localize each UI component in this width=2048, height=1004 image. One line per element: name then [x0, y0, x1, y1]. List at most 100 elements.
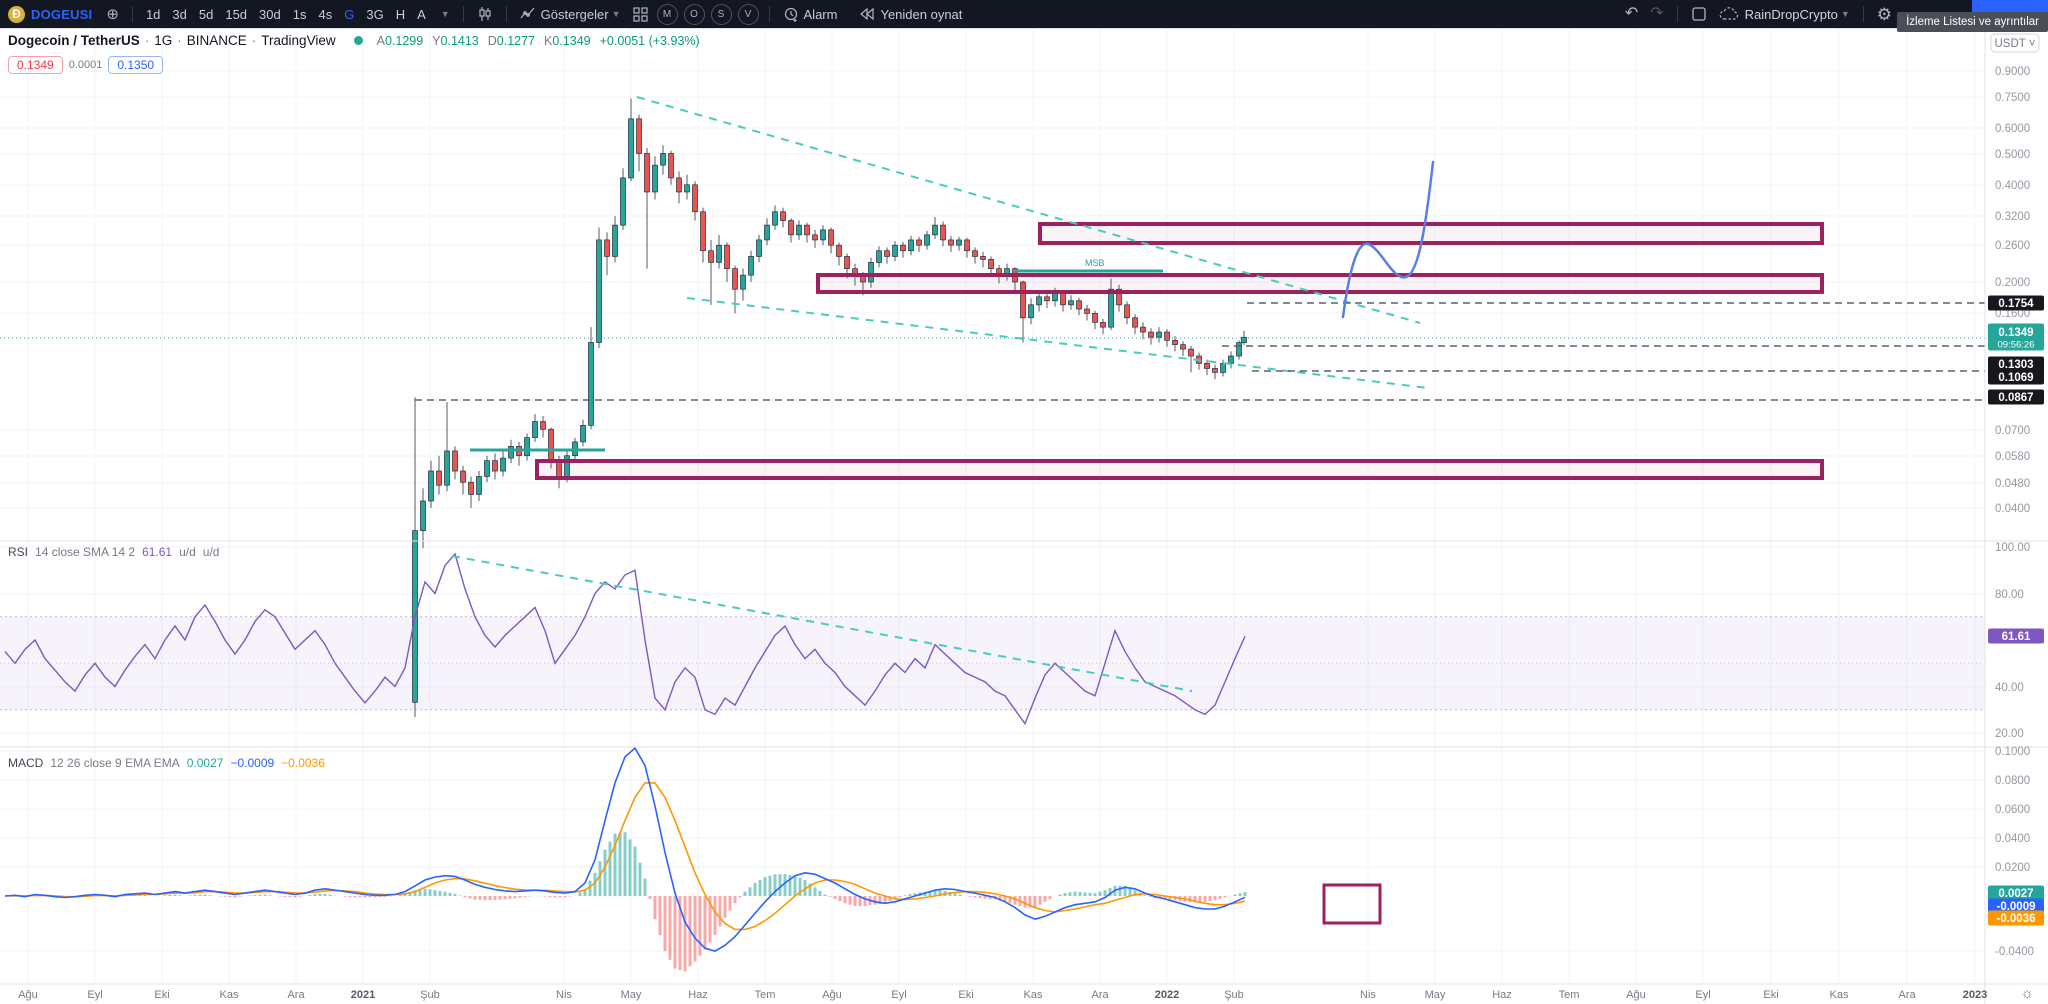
- time-tick-label: Kas: [1024, 989, 1043, 1001]
- time-tick-label: Ağu: [18, 989, 38, 1001]
- time-tick-label: May: [1425, 989, 1446, 1001]
- template-circle-V[interactable]: V: [737, 3, 759, 25]
- interval-button-1d[interactable]: 1d: [145, 6, 161, 22]
- time-tick-label: Eki: [154, 989, 169, 1001]
- interval-button-G[interactable]: G: [344, 6, 355, 22]
- alarm-clock-icon: [784, 7, 797, 22]
- alarm-button[interactable]: Alarm: [777, 2, 844, 26]
- supply-demand-zone[interactable]: [535, 459, 1824, 480]
- interval-button-3d[interactable]: 3d: [172, 6, 187, 22]
- time-tick-label: Ara: [1091, 989, 1109, 1001]
- bid-price[interactable]: 0.1349: [8, 56, 63, 74]
- time-tick-label: Kas: [220, 989, 239, 1001]
- replay-label: Yeniden oynat: [880, 6, 963, 22]
- time-tick-label: Eyl: [891, 989, 906, 1001]
- interval-button-1s[interactable]: 1s: [292, 6, 307, 22]
- time-axis-settings-sun-icon[interactable]: ☼: [2020, 985, 2034, 1002]
- interval-chevron-down-icon[interactable]: ▼: [440, 9, 450, 19]
- axis-tick-label: 0.0800: [1995, 775, 2030, 787]
- supply-demand-zone[interactable]: [816, 273, 1824, 294]
- replay-button[interactable]: Yeniden oynat: [853, 2, 968, 26]
- indicators-button[interactable]: Göstergeler ▼: [514, 2, 627, 26]
- template-circle-O[interactable]: O: [683, 3, 705, 25]
- price-axis[interactable]: USDT ˅ 0.9000 0.7500 0.6000 0.5000 0.4000 0.32…: [1988, 33, 2044, 958]
- chart-style-candles-icon[interactable]: [471, 2, 499, 26]
- macd-signal-value: −0.0036: [281, 756, 325, 770]
- rsi-legend-row[interactable]: RSI 14 close SMA 14 2 61.61 u/d u/d: [8, 545, 219, 559]
- interval-button-15d[interactable]: 15d: [225, 6, 248, 22]
- divider: [462, 6, 464, 22]
- settings-gear-icon[interactable]: ⚙: [1876, 4, 1892, 24]
- indicators-icon: [520, 7, 535, 19]
- watchlist-toggle-button[interactable]: [1972, 0, 2048, 15]
- trendline-dashed[interactable]: [686, 297, 1429, 389]
- interval-button-3G[interactable]: 3G: [366, 6, 384, 22]
- svg-text:USDT ˅: USDT ˅: [1994, 38, 2035, 50]
- divider: [1676, 6, 1678, 22]
- rsi-band: [0, 616, 1985, 710]
- symbol-vendor: TradingView: [261, 33, 336, 48]
- alarm-label: Alarm: [803, 6, 838, 22]
- ask-price[interactable]: 0.1350: [108, 56, 164, 74]
- time-tick-label: Kas: [1830, 989, 1849, 1001]
- trendline-dashed[interactable]: [636, 96, 1421, 324]
- divider: [131, 6, 133, 22]
- time-tick-label: May: [621, 989, 642, 1001]
- interval-button-5d[interactable]: 5d: [198, 6, 214, 22]
- interval-button-30d[interactable]: 30d: [259, 6, 281, 22]
- svg-text:0.1754: 0.1754: [1998, 298, 2034, 310]
- symbol-info-row[interactable]: Dogecoin / TetherUS · 1G · BINANCE · Tra…: [8, 33, 700, 48]
- template-circle-M[interactable]: M: [656, 3, 678, 25]
- indicators-chevron-down-icon: ▼: [611, 9, 621, 19]
- projection-curve[interactable]: [1341, 160, 1435, 319]
- rsi-extra1: u/d: [179, 545, 196, 559]
- axis-tick-label: 0.0580: [1995, 451, 2030, 463]
- macd-hist-value: 0.0027: [186, 756, 224, 770]
- rsi-trendline-dashed[interactable]: [451, 555, 1193, 692]
- symbol-button[interactable]: DOGEUSI: [31, 6, 93, 22]
- axis-tick-label: 0.0700: [1995, 425, 2030, 437]
- time-tick-label: Ağu: [1626, 989, 1646, 1001]
- layout-templates-icon[interactable]: [627, 2, 654, 26]
- undo-icon[interactable]: ↶: [1624, 5, 1639, 22]
- axis-tick-label: 0.1600: [1995, 308, 2030, 320]
- axis-tick-label: 0.0480: [1995, 478, 2030, 490]
- plot-area[interactable]: MSB: [0, 28, 1985, 984]
- interval-button-H[interactable]: H: [395, 6, 406, 22]
- symbol-name[interactable]: Dogecoin / TetherUS: [8, 33, 140, 48]
- svg-text:0.1349: 0.1349: [1998, 327, 2033, 339]
- interval-button-A[interactable]: A: [417, 6, 426, 22]
- symbol-interval[interactable]: 1G: [154, 33, 173, 48]
- interval-button-4s[interactable]: 4s: [318, 6, 333, 22]
- axis-badge: [1988, 885, 2044, 901]
- cloud-account-button[interactable]: RainDropCrypto ▼: [1713, 2, 1856, 26]
- time-axis[interactable]: Ağu Eyl Eki Kas Ara 2021 Şub Nis May Haz Tem Ağu Eyl…: [18, 989, 1987, 1001]
- layout-select-icon[interactable]: [1685, 2, 1713, 26]
- time-tick-label: Şub: [1224, 989, 1244, 1001]
- macd-highlight-box[interactable]: [1322, 883, 1382, 925]
- market-status-dot-icon[interactable]: [353, 36, 363, 45]
- axis-badge: [1988, 628, 2044, 644]
- axis-tick-label: 0.0200: [1995, 862, 2030, 874]
- redo-icon[interactable]: ↷: [1650, 5, 1664, 22]
- currency-toggle[interactable]: [1990, 33, 2040, 53]
- time-tick-label: Şub: [420, 989, 440, 1001]
- interval-group: 1d 3d 5d 15d 30d 1s 4s G 3G H A: [140, 2, 432, 26]
- compare-add-symbol-icon[interactable]: ⊕: [106, 5, 119, 23]
- spread-value: 0.0001: [68, 59, 103, 71]
- time-tick-label: Ağu: [822, 989, 842, 1001]
- rsi-title[interactable]: RSI: [8, 545, 29, 559]
- svg-text:-0.0036: -0.0036: [1996, 913, 2035, 925]
- axis-badge: [1988, 323, 2044, 351]
- supply-demand-zone[interactable]: [1038, 222, 1824, 245]
- svg-text:0.1069: 0.1069: [1998, 372, 2033, 384]
- axis-badge: [1988, 898, 2044, 914]
- template-circle-S[interactable]: S: [710, 3, 732, 25]
- ohlc-A: A0.1299: [376, 33, 424, 48]
- macd-params: 12 26 close 9 EMA EMA: [50, 756, 180, 770]
- time-tick-label: Tem: [755, 989, 776, 1001]
- symbol-exchange: BINANCE: [186, 33, 247, 48]
- macd-legend-row[interactable]: MACD 12 26 close 9 EMA EMA 0.0027 −0.000…: [8, 756, 325, 770]
- macd-title[interactable]: MACD: [8, 756, 44, 770]
